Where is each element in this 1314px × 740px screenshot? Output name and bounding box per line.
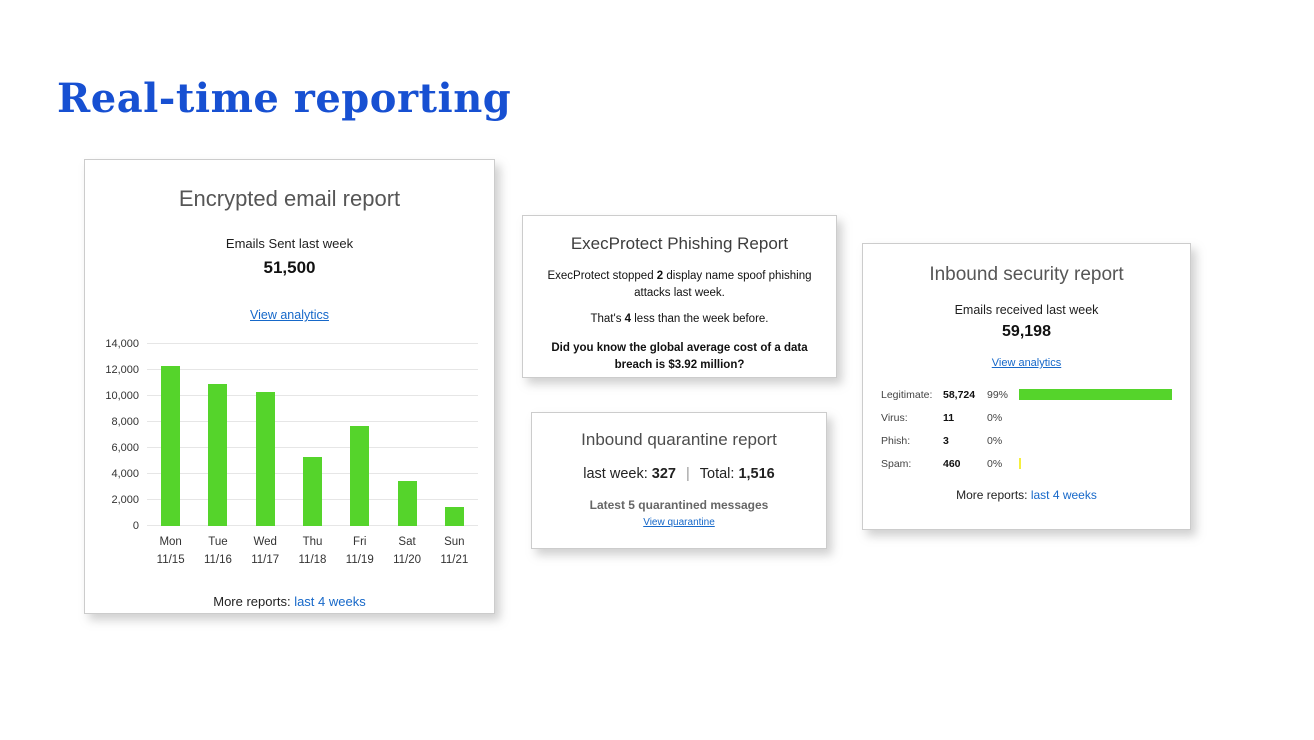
bar-column [242,344,289,526]
bar-sat [397,481,417,526]
last-week-label: last week: [583,466,652,482]
view-quarantine-link[interactable]: View quarantine [643,517,715,528]
bar-chart-plot: 0 2,000 4,000 6,000 8,000 10,000 12,000 14,000 [105,338,478,532]
bar-column [383,344,430,526]
bar-column [289,344,336,526]
stat-value: 11 [943,411,955,424]
stat-label: Spam: [881,457,912,470]
total-value: 1,516 [738,466,775,482]
y-axis-tick-label: 6,000 [111,442,139,454]
bar-column [147,344,194,526]
emails-received-label: Emails received last week [954,303,1099,317]
stat-value: 460 [943,457,961,470]
card-title: ExecProtect Phishing Report [570,234,789,253]
bar-fri [350,425,370,526]
quarantine-counts: last week: 327 | Total: 1,516 [532,466,826,482]
x-axis-label: Mon 11/15 [156,536,185,566]
gridline [147,395,478,396]
y-axis-tick-label: 14,000 [105,338,139,350]
stat-bar-track [1019,435,1172,446]
stat-row-spam: Spam: 460 0% [881,452,1172,475]
stat-row-virus: Virus: 11 0% [881,406,1172,429]
stat-label: Virus: [881,411,908,424]
x-axis-label: Thu 11/18 [298,536,327,566]
last-4-weeks-link[interactable]: last 4 weeks [1030,488,1097,502]
stat-value: 3 [943,434,949,447]
stat-pct: 99% [987,388,1009,401]
stat-row-phish: Phish: 3 0% [881,429,1172,452]
x-axis-label: Sun 11/21 [440,536,469,566]
bar-tue [208,384,228,526]
last-week-value: 327 [651,466,676,482]
inbound-quarantine-report-card: Inbound quarantine report last week: 327… [531,412,827,549]
emails-sent-label: Emails Sent last week [225,236,354,251]
inbound-security-report-card: Inbound security report Emails received … [862,243,1191,530]
bar-thu [302,457,322,526]
bar-column [194,344,241,526]
stat-value: 58,724 [943,388,976,401]
bar-chart-xlabels: Mon 11/15 Tue 11/16 Wed 11/17 Thu 11/18 Fri 11/19… [147,534,478,570]
stat-bar-fill [1019,458,1021,469]
page-title: Real-time reporting [57,75,512,122]
bar-chart: 0 2,000 4,000 6,000 8,000 10,000 12,000 14,000 … [95,338,480,570]
y-axis-tick-label: 12,000 [105,364,139,376]
phishing-comparison-line: That's 4 less than the week before. [590,313,769,326]
x-axis-label: Sat 11/20 [393,536,422,566]
phishing-stat-line: ExecProtect stopped 2 display name spoof… [547,270,812,299]
y-axis-tick-label: 0 [132,520,139,532]
x-axis-label: Wed 11/17 [251,536,280,566]
stat-pct: 0% [987,411,1003,424]
stat-row-legitimate: Legitimate: 58,724 99% [881,383,1172,406]
total-label: Total: [699,466,739,482]
y-axis-tick-label: 2,000 [111,494,139,506]
card-title: Inbound security report [929,264,1124,285]
stat-pct: 0% [987,434,1003,447]
gridline [147,369,478,370]
gridline [147,421,478,422]
y-axis-tick-label: 8,000 [111,416,139,428]
stat-bar-track [1019,458,1172,469]
inbound-stats: Legitimate: 58,724 99% Virus: 11 0% Phis… [881,383,1172,475]
stat-label: Phish: [881,434,911,447]
execprotect-phishing-report-card: ExecProtect Phishing Report ExecProtect … [522,215,837,378]
y-axis-tick-label: 10,000 [105,390,139,402]
card-title: Encrypted email report [178,186,401,211]
stat-pct: 0% [987,457,1003,470]
encrypted-email-report-card: Encrypted email report Emails Sent last … [84,159,495,614]
bar-mon [161,366,181,526]
gridline [147,343,478,344]
separator: | [685,466,690,482]
stat-label: Legitimate: [881,388,933,401]
x-axis-label: Tue 11/16 [203,536,232,566]
y-axis-tick-label: 4,000 [111,468,139,480]
emails-sent-total: 51,500 [263,258,316,277]
last-4-weeks-link[interactable]: last 4 weeks [294,593,366,609]
x-axis-label: Fri 11/19 [345,536,374,566]
stat-bar-track [1019,412,1172,423]
bar-sun [444,506,464,526]
more-reports-label: More reports: [956,488,1028,502]
more-reports-label: More reports: [213,593,291,609]
bar-chart-bars [147,344,478,526]
bar-column [431,344,478,526]
phishing-fact-line: Did you know the global average cost of … [551,342,808,371]
view-analytics-link[interactable]: View analytics [991,357,1062,369]
stat-bar-track [1019,389,1172,400]
card-title: Inbound quarantine report [581,430,777,449]
stat-bar-fill [1019,389,1172,400]
gridline [147,447,478,448]
bar-wed [255,392,275,526]
bar-column [336,344,383,526]
view-analytics-link[interactable]: View analytics [250,308,329,322]
emails-received-total: 59,198 [1002,323,1051,340]
latest-quarantined-label: Latest 5 quarantined messages [589,498,769,512]
